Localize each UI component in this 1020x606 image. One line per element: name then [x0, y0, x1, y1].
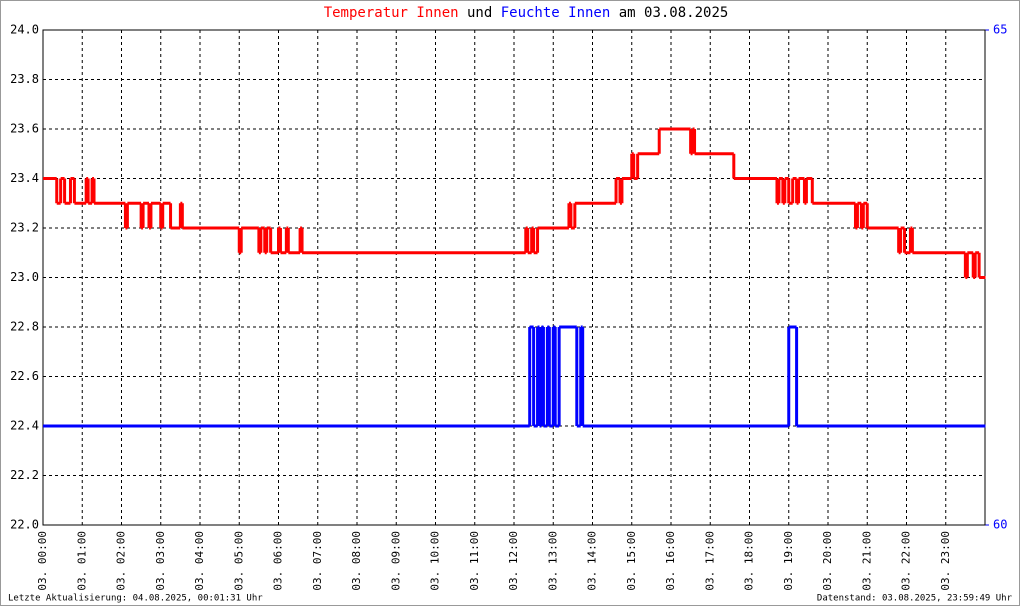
y-tick-label: 22.2	[10, 468, 39, 482]
x-tick-label: 03. 08:00	[350, 531, 363, 591]
title-series-1: Temperatur Innen	[324, 5, 459, 21]
x-tick-label: 03. 00:00	[36, 531, 49, 591]
x-tick-label: 03. 07:00	[311, 531, 324, 591]
x-tick-label: 03. 02:00	[115, 531, 128, 591]
y-tick-label: 22.8	[10, 320, 39, 334]
x-tick-label: 03. 11:00	[468, 531, 481, 591]
x-tick-label: 03. 09:00	[389, 531, 402, 591]
x-tick-label: 03. 19:00	[782, 531, 795, 591]
chart-title: Temperatur Innen und Feuchte Innen am 03…	[324, 5, 729, 21]
y-tick-label: 23.6	[10, 122, 39, 136]
y-tick-label: 22.6	[10, 369, 39, 383]
y2-tick-label: 65	[993, 23, 1007, 37]
x-tick-label: 03. 05:00	[232, 531, 245, 591]
y-tick-label: 22.0	[10, 518, 39, 532]
y-tick-label: 22.4	[10, 419, 39, 433]
footer-right: Datenstand: 03.08.2025, 23:59:49 Uhr	[817, 594, 1013, 604]
x-tick-label: 03. 14:00	[586, 531, 599, 591]
series	[43, 127, 986, 279]
x-tick-label: 03. 17:00	[703, 531, 716, 591]
x-tick-label: 03. 01:00	[75, 531, 88, 591]
x-tick-label: 03. 15:00	[625, 531, 638, 591]
y-tick-label: 23.2	[10, 221, 39, 235]
x-tick-label: 03. 18:00	[743, 531, 756, 591]
x-tick-label: 03. 13:00	[546, 531, 559, 591]
x-tick-label: 03. 12:00	[507, 531, 520, 591]
x-tick-label: 03. 22:00	[900, 531, 913, 591]
x-tick-label: 03. 03:00	[154, 531, 167, 591]
title-date: am 03.08.2025	[619, 5, 729, 21]
x-tick-label: 03. 21:00	[860, 531, 873, 591]
series	[43, 325, 986, 428]
x-tick-label: 03. 20:00	[821, 531, 834, 591]
x-tick-label: 03. 16:00	[664, 531, 677, 591]
footer-left: Letzte Aktualisierung: 04.08.2025, 00:01…	[8, 594, 263, 604]
x-tick-label: 03. 23:00	[939, 531, 952, 591]
x-tick-label: 03. 10:00	[429, 531, 442, 591]
y-tick-label: 23.4	[10, 171, 39, 185]
x-tick-label: 03. 04:00	[193, 531, 206, 591]
title-series-2: Feuchte Innen	[501, 5, 611, 21]
y-tick-label: 23.0	[10, 270, 39, 284]
title-joiner: und	[467, 5, 492, 21]
x-tick-label: 03. 06:00	[272, 531, 285, 591]
y2-tick-label: 60	[993, 518, 1007, 532]
y-tick-label: 23.8	[10, 72, 39, 86]
y-tick-label: 24.0	[10, 23, 39, 37]
